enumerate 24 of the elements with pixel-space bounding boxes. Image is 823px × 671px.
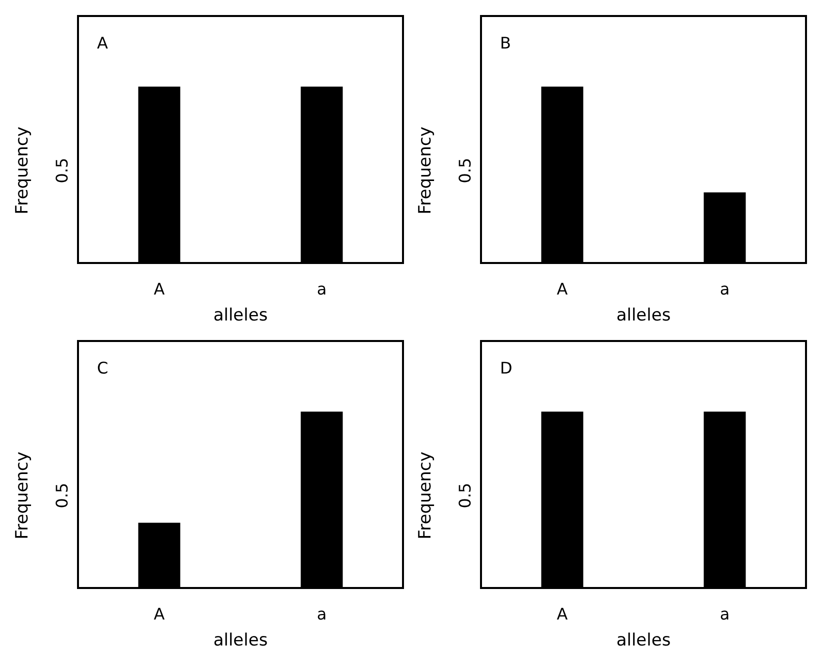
x-tick-label: A (556, 604, 568, 624)
x-tick-label: a (720, 604, 730, 624)
x-axis-title: alleles (213, 306, 268, 326)
x-tick-label: A (154, 280, 165, 298)
text: 0.5 (52, 482, 72, 508)
x-tick-label: a (720, 280, 730, 298)
x-tick-label: a (316, 604, 327, 624)
x-axis-title: alleles (616, 306, 671, 326)
chart-title: D (500, 358, 512, 378)
y-axis-title: Frequency (416, 452, 436, 540)
x-tick-label: A (154, 604, 165, 624)
x-tick-label: a (316, 280, 327, 298)
y-axis-title: Frequency (12, 452, 32, 540)
text: 0.5 (52, 158, 72, 184)
x-tick-label: A (556, 280, 568, 298)
text: 0.5 (456, 158, 474, 184)
text: 0.5 (456, 482, 474, 508)
x-axis-title: alleles (213, 630, 268, 650)
y-axis-title: Frequency (416, 126, 436, 214)
x-axis-title: alleles (616, 630, 671, 650)
chart-title: A (97, 34, 108, 52)
chart-title: B (500, 34, 511, 52)
chart-title: C (97, 358, 108, 378)
y-axis-title: Frequency (12, 126, 32, 214)
